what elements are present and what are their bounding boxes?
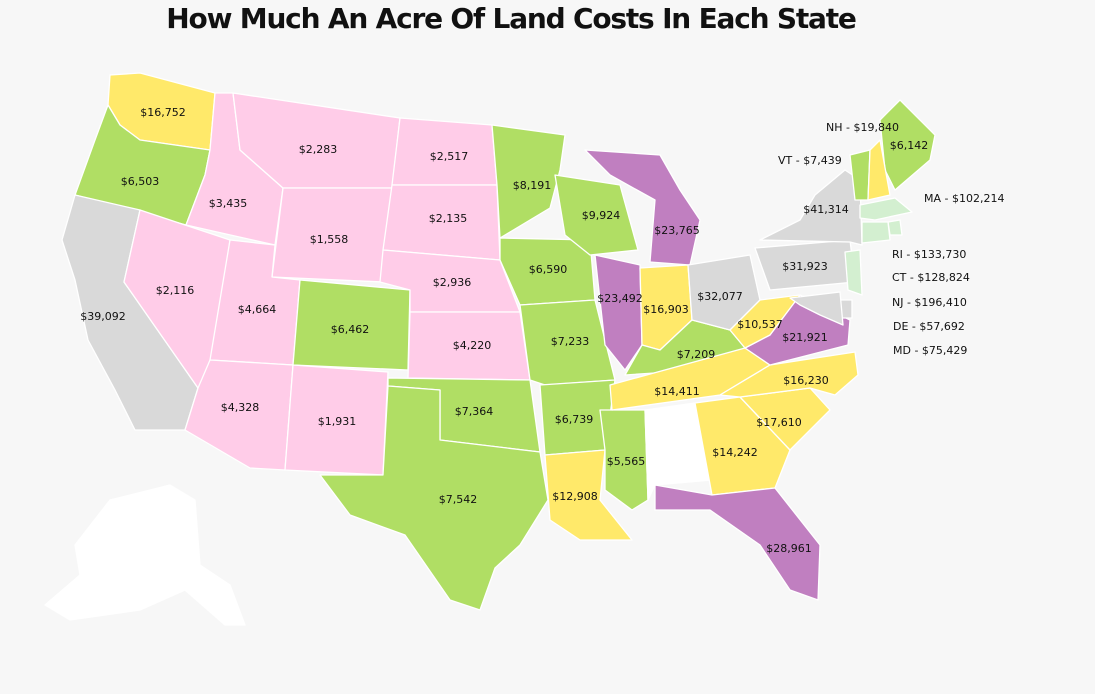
state-label-or: $6,503 [121, 175, 160, 188]
state-shapes [44, 72, 936, 626]
state-label-ky: $7,209 [677, 348, 716, 361]
state-il [594, 254, 643, 371]
state-label-mo: $7,233 [551, 335, 590, 348]
state-label-va: $21,921 [782, 331, 828, 344]
state-label-nv: $2,116 [156, 284, 195, 297]
state-label-wv: $10,537 [737, 318, 783, 331]
state-label-id: $3,435 [209, 197, 248, 210]
state-label-ok: $7,364 [455, 405, 494, 418]
state-ct [861, 221, 891, 244]
state-label-ca: $39,092 [80, 310, 126, 323]
state-nj [844, 249, 863, 296]
state-value-labels: $16,752 $6,503 $39,092 $3,435 $2,116 $2,283 $1… [80, 106, 928, 555]
state-label-mn: $8,191 [513, 179, 552, 192]
state-label-wa: $16,752 [140, 106, 186, 119]
state-label-il: $23,492 [597, 292, 643, 305]
state-label-mi: $23,765 [654, 224, 700, 237]
state-wv [729, 294, 801, 349]
side-label-ri: RI - $133,730 [892, 248, 966, 261]
side-label-ct: CT - $128,824 [892, 271, 970, 284]
state-label-wy: $1,558 [310, 233, 349, 246]
side-label-ma: MA - $102,214 [924, 192, 1004, 205]
state-label-in: $16,903 [643, 303, 689, 316]
side-label-vt: VT - $7,439 [778, 154, 842, 167]
state-nc [719, 351, 859, 398]
side-label-md: MD - $75,429 [893, 344, 967, 357]
state-md [789, 291, 844, 326]
side-label-nh: NH - $19,840 [826, 121, 899, 134]
state-label-me: $6,142 [890, 139, 929, 152]
state-label-nd: $2,517 [430, 150, 469, 163]
state-label-ny: $41,314 [803, 203, 849, 216]
state-wi [554, 174, 639, 256]
state-nh [867, 139, 891, 201]
state-label-ga: $14,242 [712, 446, 758, 459]
side-label-nj: NJ - $196,410 [892, 296, 967, 309]
state-label-la: $12,908 [552, 490, 598, 503]
state-label-az: $4,328 [221, 401, 260, 414]
state-label-pa: $31,923 [782, 260, 828, 273]
state-label-ut: $4,664 [238, 303, 277, 316]
state-label-oh: $32,077 [697, 290, 743, 303]
state-ma [859, 197, 913, 221]
state-label-mt: $2,283 [299, 143, 338, 156]
state-al [644, 402, 713, 501]
state-label-co: $6,462 [331, 323, 370, 336]
state-label-nc: $16,230 [783, 374, 829, 387]
state-label-ne: $2,936 [433, 276, 472, 289]
state-mn [491, 124, 566, 239]
northeast-side-labels: NH - $19,840 VT - $7,439 MA - $102,214 RI -… [778, 121, 1004, 357]
state-ga [694, 396, 791, 496]
state-label-ks: $4,220 [453, 339, 492, 352]
state-label-tx: $7,542 [439, 493, 478, 506]
state-label-ms: $5,565 [607, 455, 646, 468]
page-title: How Much An Acre Of Land Costs In Each S… [166, 2, 857, 35]
state-tx [319, 385, 549, 611]
state-ri [887, 219, 903, 236]
state-label-wi: $9,924 [582, 209, 621, 222]
state-label-ia: $6,590 [529, 263, 568, 276]
state-label-ar: $6,739 [555, 413, 594, 426]
state-ak [44, 484, 246, 626]
state-label-nm: $1,931 [318, 415, 357, 428]
state-label-sd: $2,135 [429, 212, 468, 225]
state-fl [654, 484, 821, 601]
side-label-de: DE - $57,692 [893, 320, 965, 333]
state-label-tn: $14,411 [654, 385, 700, 398]
state-label-fl: $28,961 [766, 542, 812, 555]
state-label-sc: $17,610 [756, 416, 802, 429]
